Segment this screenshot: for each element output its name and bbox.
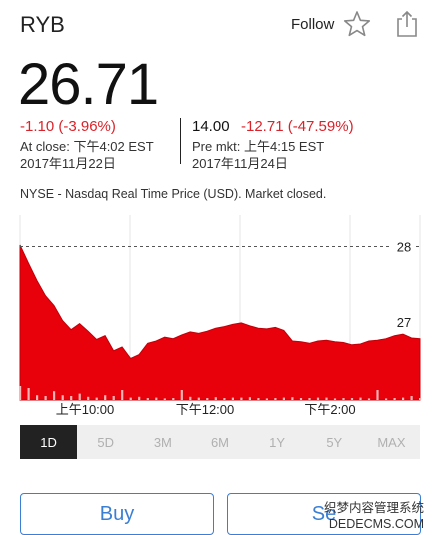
volume-bar xyxy=(112,396,115,400)
volume-bar xyxy=(138,396,141,400)
volume-bar xyxy=(291,397,294,400)
volume-bar xyxy=(240,397,243,400)
y-tick-bg xyxy=(392,237,416,254)
volume-bar xyxy=(299,398,303,400)
close-change: -1.10 (-3.96%) xyxy=(20,118,116,135)
volume-bar xyxy=(61,395,64,400)
volume-bar xyxy=(333,398,337,400)
market-status-note: NYSE - Nasdaq Real Time Price (USD). Mar… xyxy=(20,187,327,201)
volume-bar xyxy=(27,388,30,400)
volume-bar xyxy=(393,398,396,400)
volume-bar xyxy=(95,397,98,400)
chart-labels: 28 27 上午10:00 下午12:00 下午2:00 xyxy=(56,237,416,415)
x-tick-label: 下午2:00 xyxy=(304,402,355,415)
volume-bar xyxy=(231,397,234,400)
volume-bar xyxy=(104,395,107,400)
volume-bar xyxy=(376,390,379,400)
volume-bar xyxy=(385,398,388,400)
volume-bar xyxy=(180,390,183,400)
x-tick-label: 上午10:00 xyxy=(56,402,115,415)
range-tab-3m[interactable]: 3M xyxy=(153,434,172,450)
volume-bar xyxy=(146,398,149,400)
volume-bar xyxy=(70,396,73,400)
volume-bar xyxy=(129,397,132,400)
volume-bar xyxy=(308,398,311,400)
volume-bar xyxy=(197,397,200,400)
watermark: 织梦内容管理系统 DEDECMS.COM xyxy=(324,500,424,532)
volume-bar xyxy=(257,398,260,400)
volume-bar xyxy=(87,396,90,400)
range-tab-1y[interactable]: 1Y xyxy=(269,434,286,450)
volume-bar xyxy=(325,397,328,400)
y-tick-label: 27 xyxy=(397,315,411,330)
buy-button[interactable]: Buy xyxy=(20,493,214,535)
volume-bar xyxy=(206,398,209,400)
range-tab-5y[interactable]: 5Y xyxy=(326,434,343,450)
premarket-change: -12.71 (-47.59%) xyxy=(241,118,354,135)
range-tab-6m[interactable]: 6M xyxy=(210,434,230,450)
volume-bar xyxy=(248,397,251,400)
volume-bar xyxy=(214,397,217,400)
follow-button[interactable]: Follow xyxy=(291,16,335,33)
volume-bar xyxy=(44,396,47,400)
close-time-label: At close: 下午4:02 EST xyxy=(20,139,154,154)
star-icon[interactable] xyxy=(343,10,371,38)
volume-bar xyxy=(36,395,39,400)
price-chart[interactable]: 28 27 上午10:00 下午12:00 下午2:00 xyxy=(0,215,440,415)
range-tabs: 1D 5D 3M 6M 1Y 5Y MAX xyxy=(20,425,420,459)
volume-bar xyxy=(274,398,277,400)
volume-bar xyxy=(350,398,354,400)
volume-bar xyxy=(78,393,81,400)
quote-divider xyxy=(180,118,181,164)
volume-bar xyxy=(189,396,192,400)
volume-bar xyxy=(155,397,158,400)
current-price: 26.71 xyxy=(18,52,159,117)
volume-bar xyxy=(359,397,362,400)
premarket-date: 2017年11月24日 xyxy=(192,156,288,171)
volume-bar xyxy=(282,397,285,400)
chart-volume xyxy=(19,386,422,400)
volume-bar xyxy=(53,391,56,400)
price-area-series xyxy=(19,244,421,401)
share-icon[interactable] xyxy=(395,10,419,38)
volume-bar xyxy=(223,398,226,400)
range-tab-1d[interactable]: 1D xyxy=(20,425,78,459)
volume-bar xyxy=(367,398,371,400)
chart-area xyxy=(19,244,421,401)
watermark-line1: 织梦内容管理系统 xyxy=(324,501,425,515)
premarket-time-label: Pre mkt: 上午4:15 EST xyxy=(192,139,325,154)
close-date: 2017年11月22日 xyxy=(20,156,116,171)
volume-bar xyxy=(316,397,320,400)
volume-bar xyxy=(342,398,345,400)
range-tab-5d[interactable]: 5D xyxy=(97,434,115,450)
volume-bar xyxy=(265,398,268,400)
y-tick-label: 28 xyxy=(397,240,411,255)
volume-bar xyxy=(419,398,422,400)
volume-bar xyxy=(19,386,22,400)
range-tab-max[interactable]: MAX xyxy=(377,434,406,450)
premarket-price: 14.00 xyxy=(192,118,230,135)
watermark-line2: DEDECMS.COM xyxy=(328,517,425,531)
volume-bar xyxy=(121,390,124,400)
ticker-symbol: RYB xyxy=(20,12,65,37)
volume-bar xyxy=(402,397,405,400)
volume-bar xyxy=(163,398,166,400)
volume-bar xyxy=(410,396,413,400)
x-tick-label: 下午12:00 xyxy=(176,402,235,415)
volume-bar xyxy=(172,398,175,400)
